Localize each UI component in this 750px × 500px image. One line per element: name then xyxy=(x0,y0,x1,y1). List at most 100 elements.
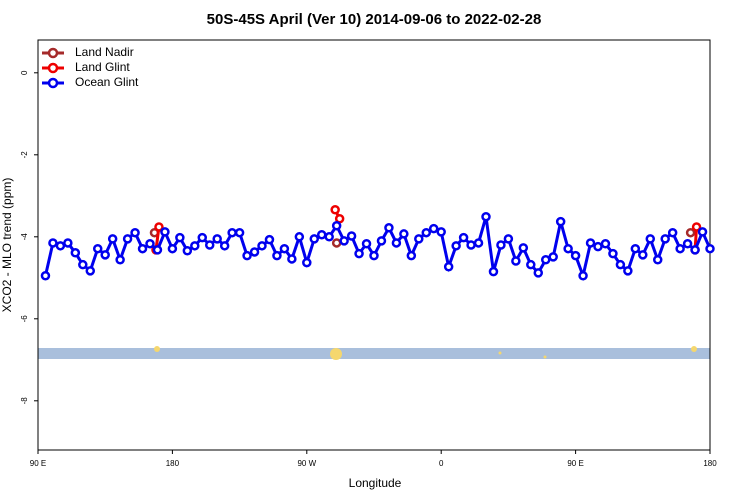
data-point xyxy=(264,234,275,245)
data-point xyxy=(354,248,364,259)
data-point xyxy=(652,255,663,265)
surface-marker xyxy=(498,351,502,355)
data-point xyxy=(691,222,702,232)
data-point xyxy=(154,222,164,232)
surface-marker xyxy=(691,346,697,352)
data-point xyxy=(548,252,558,262)
data-point xyxy=(458,232,469,243)
data-point xyxy=(294,232,305,242)
data-point xyxy=(600,239,611,249)
data-point xyxy=(645,234,656,244)
data-point xyxy=(324,232,334,242)
chart-title: 50S-45S April (Ver 10) 2014-09-06 to 202… xyxy=(207,11,542,28)
legend-marker xyxy=(47,62,59,74)
legend-marker xyxy=(47,77,59,89)
data-point xyxy=(48,238,58,248)
x-tick-label: 180 xyxy=(166,459,180,468)
legend-label: Land Glint xyxy=(75,60,130,74)
data-point xyxy=(78,259,88,270)
data-point xyxy=(638,250,648,260)
data-point xyxy=(384,223,394,233)
data-point xyxy=(330,204,340,215)
data-point xyxy=(406,250,417,261)
data-point xyxy=(421,227,432,238)
data-point xyxy=(302,257,312,268)
data-point xyxy=(234,227,245,238)
data-point xyxy=(257,241,267,251)
data-point xyxy=(130,227,140,238)
data-point xyxy=(376,236,387,246)
data-point xyxy=(443,261,454,272)
data-point xyxy=(623,266,633,276)
data-point xyxy=(585,238,596,248)
data-point xyxy=(227,227,237,238)
data-point xyxy=(593,241,603,252)
data-point xyxy=(705,243,715,254)
data-point xyxy=(85,266,96,276)
data-point xyxy=(473,238,484,248)
data-point xyxy=(272,250,282,261)
data-point xyxy=(331,238,342,248)
data-point xyxy=(145,239,155,249)
data-point xyxy=(309,234,320,244)
data-point xyxy=(451,241,461,251)
data-point xyxy=(316,230,327,240)
data-point xyxy=(466,240,476,250)
legend-label: Ocean Glint xyxy=(75,75,139,89)
data-point xyxy=(675,243,685,254)
data-point xyxy=(197,232,208,243)
data-point xyxy=(339,236,349,246)
data-point xyxy=(115,255,125,265)
data-point xyxy=(242,250,252,261)
y-tick-label: -2 xyxy=(20,151,29,159)
data-point xyxy=(481,211,491,222)
data-point xyxy=(667,227,678,238)
data-point xyxy=(503,234,514,244)
surface-marker xyxy=(154,346,160,352)
x-tick-label: 90 E xyxy=(30,459,46,468)
data-point xyxy=(414,234,424,244)
data-point xyxy=(685,227,696,238)
data-point xyxy=(511,256,521,266)
data-point xyxy=(608,248,618,259)
data-point xyxy=(563,243,573,254)
y-axis-label: XCO2 - MLO trend (ppm) xyxy=(0,178,14,313)
data-point xyxy=(160,227,170,237)
surface-marker xyxy=(543,355,547,359)
data-point xyxy=(40,271,51,281)
data-point xyxy=(152,245,163,255)
data-point xyxy=(369,250,379,261)
data-point xyxy=(428,223,439,234)
data-point xyxy=(249,247,260,257)
data-point xyxy=(399,229,409,239)
y-tick-label: -4 xyxy=(20,233,29,241)
data-point xyxy=(697,227,708,237)
y-tick-label: -6 xyxy=(20,315,29,323)
data-point xyxy=(182,245,193,256)
data-point xyxy=(570,250,581,261)
data-point xyxy=(287,254,297,264)
data-point xyxy=(167,243,178,254)
data-point xyxy=(518,243,529,253)
data-point xyxy=(346,231,357,241)
y-tick-label: -8 xyxy=(20,397,29,405)
legend-label: Land Nadir xyxy=(75,45,134,59)
data-point xyxy=(630,243,641,254)
data-point xyxy=(204,240,215,250)
data-point xyxy=(526,259,536,270)
data-point xyxy=(107,234,118,244)
data-point xyxy=(92,243,103,254)
data-point xyxy=(63,238,73,248)
x-tick-label: 90 E xyxy=(567,459,583,468)
data-point xyxy=(212,234,222,244)
x-axis-label: Longitude xyxy=(349,476,402,490)
data-point xyxy=(331,220,342,231)
x-tick-label: 0 xyxy=(439,459,444,468)
data-point xyxy=(540,255,551,265)
surface-band xyxy=(38,348,710,359)
data-point xyxy=(555,216,566,227)
data-point xyxy=(70,248,81,258)
legend-marker xyxy=(47,47,59,59)
data-point xyxy=(682,239,693,249)
